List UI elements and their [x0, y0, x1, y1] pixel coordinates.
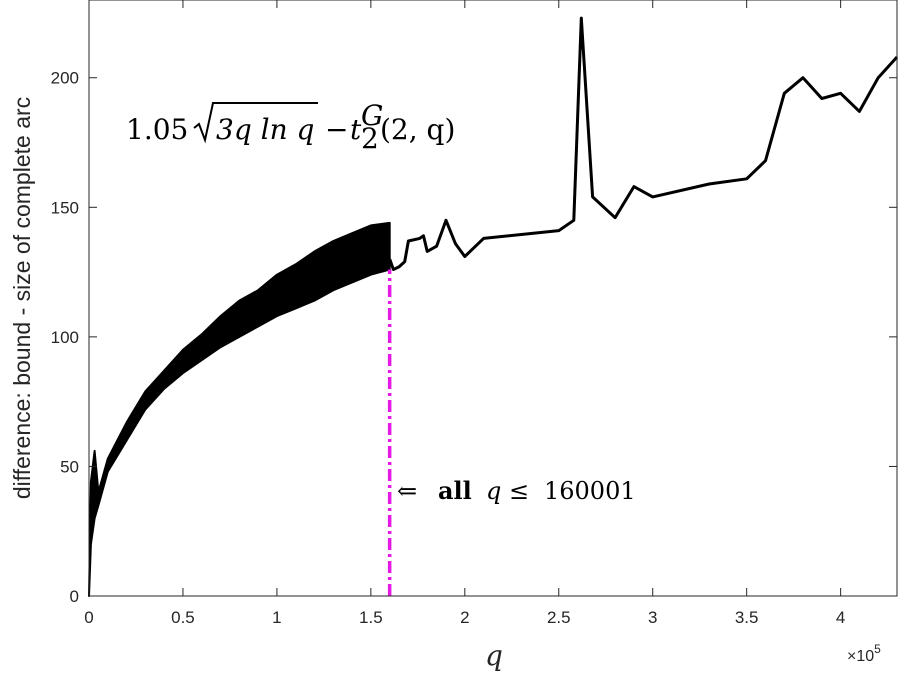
ticks-layer: 0 0.5 1 1.5 2 2.5 3 3.5 4 0 50 100 150 200 [51, 0, 897, 627]
axes-box [88, 0, 898, 597]
dense-band-trace [88, 223, 391, 597]
x-tick-label: 3 [648, 608, 657, 627]
x-tick-label: 0.5 [171, 608, 195, 627]
x-tick-label: 2 [460, 608, 469, 627]
y-tick-label: 100 [51, 328, 79, 347]
data-layer [88, 16, 899, 597]
sqrt-sign [193, 102, 318, 144]
x-tick-label: 0 [84, 608, 93, 627]
series-line [388, 16, 899, 271]
x-exponent-base: ×10 [847, 648, 874, 665]
x-tick-label: 1 [272, 608, 281, 627]
formula-t: t [350, 113, 362, 146]
annotation-all: all [438, 476, 472, 505]
formula-radicand: 3q ln q [216, 113, 314, 146]
x-tick-label: 3.5 [735, 608, 759, 627]
x-exponent-power: 5 [874, 642, 881, 656]
y-tick-label: 150 [51, 198, 79, 217]
x-tick-label: 4 [836, 608, 845, 627]
formula-coefficient: 1.05 [126, 113, 188, 146]
annotation-leq: ≤ [509, 477, 529, 505]
formula-arguments: (2, q) [380, 113, 455, 146]
y-tick-label: 0 [70, 587, 79, 606]
y-tick-label: 50 [60, 457, 79, 476]
x-axis-exponent: ×105 [847, 642, 881, 665]
x-tick-label: 2.5 [547, 608, 571, 627]
annotation-arrow: ⇐ [397, 477, 417, 505]
y-axis-label: difference: bound - size of complete arc [9, 97, 35, 499]
threshold-annotation: ⇐ all q ≤ 160001 [397, 476, 636, 505]
formula-label: 1.05 3q ln q − t G 2 (2, q) [126, 99, 455, 155]
annotation-q: q [486, 477, 501, 505]
y-tick-label: 200 [51, 69, 79, 88]
x-tick-label: 1.5 [359, 608, 383, 627]
annotation-value: 160001 [544, 477, 636, 505]
x-axis-label: q [485, 639, 503, 672]
formula-subscript: 2 [361, 122, 379, 155]
formula-minus: − [325, 113, 348, 146]
plot-area [89, 0, 897, 596]
formula-superscript: G [361, 99, 383, 132]
